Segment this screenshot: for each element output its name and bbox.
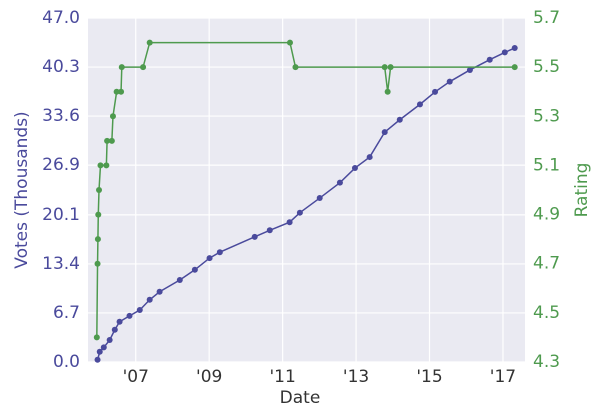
x-tick-label: '17	[490, 367, 516, 387]
y2-tick-label: 5.7	[533, 8, 560, 28]
point	[316, 195, 323, 202]
point	[94, 236, 101, 243]
point	[432, 88, 439, 95]
x-tick-label: '07	[123, 367, 149, 387]
y2-tick-label: 5.5	[533, 57, 560, 77]
y2-tick-label: 5.1	[533, 155, 560, 175]
point	[126, 312, 133, 319]
y-tick-label: 20.1	[42, 205, 80, 225]
point	[97, 162, 104, 169]
x-axis-label: Date	[280, 388, 321, 408]
point	[511, 64, 518, 71]
point	[501, 49, 508, 56]
y-tick-label: 13.4	[42, 254, 80, 274]
point	[104, 137, 111, 144]
point	[96, 187, 103, 193]
point	[94, 260, 101, 267]
point	[366, 154, 373, 161]
point	[116, 318, 123, 325]
point	[384, 88, 391, 95]
point	[511, 45, 518, 52]
point	[387, 64, 394, 71]
point	[95, 211, 102, 218]
y-tick-label: 0.0	[53, 352, 80, 372]
point	[94, 356, 101, 363]
point	[136, 307, 143, 314]
point	[176, 277, 183, 284]
point	[96, 348, 103, 355]
point	[100, 344, 107, 351]
point	[156, 288, 163, 295]
x-tick-label: '13	[343, 367, 369, 387]
point	[111, 326, 118, 333]
point	[146, 296, 153, 303]
y-tick-label: 6.7	[53, 303, 80, 323]
point	[140, 64, 147, 71]
point	[118, 88, 125, 95]
point	[296, 209, 303, 216]
plot-area	[88, 18, 525, 362]
point	[106, 337, 113, 344]
y2-tick-label: 4.3	[533, 352, 560, 372]
point	[109, 113, 116, 120]
point	[146, 39, 153, 46]
y2-tick-label: 5.3	[533, 106, 560, 126]
point	[251, 233, 258, 240]
point	[191, 266, 198, 273]
point	[396, 116, 403, 123]
y-tick-label: 26.9	[42, 155, 80, 175]
y2-tick-label: 4.5	[533, 303, 560, 323]
point	[286, 219, 293, 226]
point	[103, 162, 110, 169]
point	[216, 249, 223, 256]
y-tick-label: 33.6	[42, 106, 80, 126]
point	[416, 101, 423, 108]
x-tick-label: '09	[196, 367, 222, 387]
point	[446, 78, 453, 85]
point	[266, 227, 273, 234]
point	[286, 39, 293, 46]
y2-axis-label: Rating	[572, 163, 592, 218]
point	[381, 129, 388, 136]
y-tick-label: 47.0	[42, 8, 80, 28]
y2-tick-label: 4.7	[533, 254, 560, 274]
x-tick-label: '11	[269, 367, 295, 387]
point	[466, 66, 473, 73]
point	[108, 137, 115, 144]
point	[113, 88, 120, 95]
x-tick-label: '15	[416, 367, 442, 387]
point	[381, 64, 388, 71]
point	[93, 334, 100, 341]
y-tick-label: 40.3	[42, 57, 80, 77]
y-axis-label: Votes (Thousands)	[12, 111, 32, 268]
point	[206, 255, 213, 262]
point	[118, 64, 125, 71]
point	[336, 179, 343, 186]
point	[351, 165, 358, 172]
point	[486, 56, 493, 63]
point	[292, 64, 299, 71]
y2-tick-label: 4.9	[533, 205, 560, 225]
